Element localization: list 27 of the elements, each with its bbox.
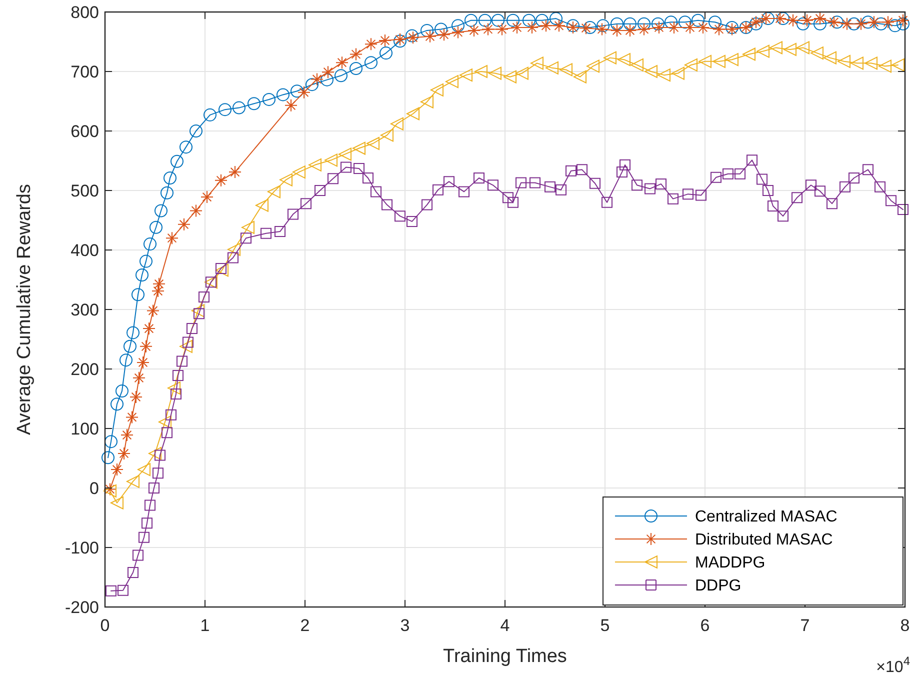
x-tick-label: 7 <box>800 616 810 635</box>
legend-label: Centralized MASAC <box>695 508 838 526</box>
x-tick-label: 3 <box>400 616 410 635</box>
y-tick-label: -100 <box>64 538 99 558</box>
x-tick-label: 2 <box>300 616 310 635</box>
x-tick-label: 6 <box>700 616 710 635</box>
y-axis-title: Average Cumulative Rewards <box>14 184 35 435</box>
x-tick-label: 8 <box>900 616 910 635</box>
x-tick-label: 1 <box>200 616 210 635</box>
y-tick-label: 400 <box>70 240 99 260</box>
legend-label: MADDPG <box>695 554 766 572</box>
y-tick-label: 500 <box>70 181 99 200</box>
x-tick-label: 4 <box>500 616 510 635</box>
point <box>110 496 124 510</box>
text: ×10$^{4}$ <box>876 654 910 676</box>
legend-label: Distributed MASAC <box>695 532 833 549</box>
x-axis-title: Training Times <box>443 646 567 667</box>
y-tick-label: 300 <box>70 300 99 320</box>
y-tick-label: 600 <box>70 122 99 141</box>
y-tick-label: -200 <box>64 598 99 617</box>
y-tick-label: 700 <box>70 62 99 82</box>
y-tick-label: 800 <box>70 2 99 22</box>
y-tick-label: 100 <box>70 419 99 438</box>
y-tick-label: 200 <box>70 360 99 379</box>
x-tick-label: 5 <box>600 616 610 635</box>
legend-label: DDPG <box>695 578 742 595</box>
y-tick-label: 0 <box>90 478 99 498</box>
